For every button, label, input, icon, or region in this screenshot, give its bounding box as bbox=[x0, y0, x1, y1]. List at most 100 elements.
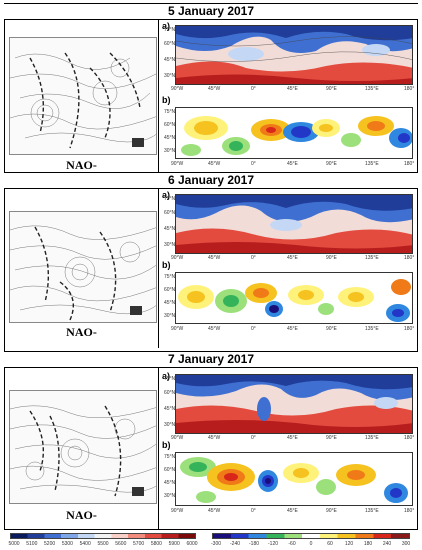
lon-label: 0° bbox=[251, 508, 256, 514]
colorbar-tick-label: 5100 bbox=[26, 541, 38, 547]
nao-regime-label: NAO- bbox=[66, 158, 97, 172]
colorbar-tick-label: -180 bbox=[248, 541, 260, 547]
panel-b-label: b) bbox=[162, 95, 171, 105]
lat-label: 75°N bbox=[164, 27, 176, 33]
lat-label: 30°N bbox=[164, 242, 176, 248]
lon-label: 135°E bbox=[365, 508, 379, 514]
lat-label: 45°N bbox=[164, 135, 176, 141]
lon-label: 90°E bbox=[326, 86, 337, 92]
lon-label: 90°W bbox=[171, 435, 184, 441]
lon-label: 45°E bbox=[287, 161, 298, 167]
lon-label: 45°W bbox=[208, 435, 221, 441]
lon-label: 45°W bbox=[208, 255, 221, 261]
lat-label: 60°N bbox=[164, 41, 176, 47]
lat-label: 75°N bbox=[164, 196, 176, 202]
colorbar-tick-label: -300 bbox=[210, 541, 222, 547]
lat-label: 60°N bbox=[164, 210, 176, 216]
lon-label: 180° bbox=[404, 255, 415, 261]
colorbar-tick-label: 300 bbox=[401, 541, 411, 547]
colorbar-tick-label: 5400 bbox=[79, 541, 91, 547]
colorbar-tick-label: 6000 bbox=[186, 541, 198, 547]
lat-label: 45°N bbox=[164, 406, 176, 412]
section-day-1: 5 January 2017 NAO- a) bbox=[4, 3, 418, 179]
lon-label: 90°E bbox=[326, 435, 337, 441]
panel-b-label: b) bbox=[162, 440, 171, 450]
section-day-2: 6 January 2017 NAO- a) bbox=[4, 172, 418, 348]
lon-label: 135°E bbox=[365, 161, 379, 167]
colorbar-tick-label: -120 bbox=[267, 541, 279, 547]
lon-label: 45°E bbox=[287, 508, 298, 514]
lon-label: 180° bbox=[404, 86, 415, 92]
lat-label: 30°N bbox=[164, 73, 176, 79]
lon-label: 45°W bbox=[208, 326, 221, 332]
lon-label: 0° bbox=[251, 435, 256, 441]
colorbar-tick-label: 5800 bbox=[150, 541, 162, 547]
lon-label: 135°E bbox=[365, 435, 379, 441]
anomaly-colorbar bbox=[212, 533, 410, 539]
lat-label: 45°N bbox=[164, 300, 176, 306]
colorbar-tick-label: 5900 bbox=[168, 541, 180, 547]
colorbar-tick-label: 120 bbox=[344, 541, 354, 547]
height-anomaly-map bbox=[175, 452, 413, 506]
lon-label: 45°E bbox=[287, 326, 298, 332]
colorbar-tick-label: 5600 bbox=[115, 541, 127, 547]
surface-pressure-chart bbox=[9, 390, 157, 504]
lat-label: 30°N bbox=[164, 148, 176, 154]
lon-label: 180° bbox=[404, 326, 415, 332]
nao-regime-label: NAO- bbox=[66, 325, 97, 339]
lat-label: 75°N bbox=[164, 109, 176, 115]
lat-label: 60°N bbox=[164, 467, 176, 473]
lat-label: 45°N bbox=[164, 480, 176, 486]
lon-label: 90°W bbox=[171, 161, 184, 167]
geopotential-height-map bbox=[175, 194, 413, 254]
surface-pressure-chart bbox=[9, 211, 157, 323]
lat-label: 30°N bbox=[164, 493, 176, 499]
colorbar-tick-label: 60 bbox=[327, 541, 333, 547]
nao-regime-label: NAO- bbox=[66, 508, 97, 522]
lat-label: 60°N bbox=[164, 390, 176, 396]
colorbar-tick-label: 5500 bbox=[97, 541, 109, 547]
lon-label: 45°E bbox=[287, 435, 298, 441]
lon-label: 45°W bbox=[208, 86, 221, 92]
lat-label: 30°N bbox=[164, 422, 176, 428]
lon-label: 180° bbox=[404, 508, 415, 514]
lat-label: 75°N bbox=[164, 274, 176, 280]
lon-label: 135°E bbox=[365, 326, 379, 332]
geopotential-height-map bbox=[175, 25, 413, 85]
lon-label: 0° bbox=[251, 255, 256, 261]
lon-label: 90°E bbox=[326, 508, 337, 514]
panel-a-label: a) bbox=[162, 371, 171, 381]
lon-label: 180° bbox=[404, 435, 415, 441]
section-day-3: 7 January 2017 NAO- a) bbox=[4, 351, 418, 530]
height-anomaly-map bbox=[175, 107, 413, 159]
section-date-title: 6 January 2017 bbox=[4, 172, 418, 189]
height-colorbar bbox=[10, 533, 196, 539]
lat-label: 45°N bbox=[164, 226, 176, 232]
surface-chart-panel: NAO- bbox=[4, 368, 159, 530]
lat-label: 75°N bbox=[164, 454, 176, 460]
height-anomaly-map bbox=[175, 272, 413, 324]
colorbar-tick-label: 5300 bbox=[61, 541, 73, 547]
lat-label: 75°N bbox=[164, 376, 176, 382]
lat-label: 30°N bbox=[164, 313, 176, 319]
section-date-title: 7 January 2017 bbox=[4, 351, 418, 368]
panel-a-label: a) bbox=[162, 190, 171, 200]
lon-label: 45°W bbox=[208, 508, 221, 514]
colorbar-tick-label: 240 bbox=[382, 541, 392, 547]
colorbar-tick-label: 180 bbox=[363, 541, 373, 547]
lon-label: 135°E bbox=[365, 86, 379, 92]
panel-a-label: a) bbox=[162, 21, 171, 31]
surface-chart-panel: NAO- bbox=[4, 20, 159, 179]
lat-label: 45°N bbox=[164, 57, 176, 63]
lon-label: 90°W bbox=[171, 326, 184, 332]
lon-label: 90°E bbox=[326, 255, 337, 261]
lat-label: 60°N bbox=[164, 287, 176, 293]
lat-label: 60°N bbox=[164, 122, 176, 128]
lon-label: 90°E bbox=[326, 326, 337, 332]
lon-label: 0° bbox=[251, 86, 256, 92]
lon-label: 90°W bbox=[171, 86, 184, 92]
lon-label: 180° bbox=[404, 161, 415, 167]
surface-pressure-chart bbox=[9, 37, 157, 155]
lon-label: 90°W bbox=[171, 255, 184, 261]
lon-label: 45°W bbox=[208, 161, 221, 167]
